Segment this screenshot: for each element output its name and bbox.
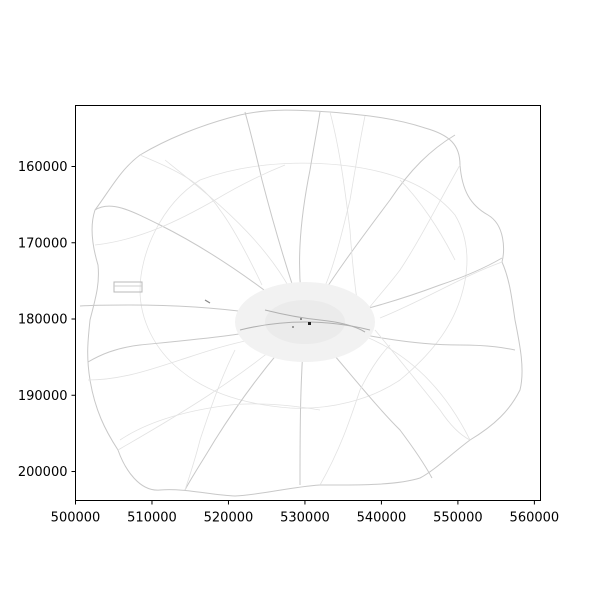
road-density-map bbox=[79, 109, 523, 497]
axes-frame bbox=[75, 105, 541, 501]
secondary-roads bbox=[87, 111, 503, 491]
y-tick-label: 190000 bbox=[18, 389, 68, 404]
x-tick-label: 510000 bbox=[127, 511, 177, 526]
x-axis: 500000 510000 520000 530000 540000 550000 5600… bbox=[51, 500, 560, 526]
y-tick-label: 170000 bbox=[18, 236, 68, 251]
airport-feature bbox=[113, 281, 211, 304]
x-tick-label: 540000 bbox=[357, 511, 407, 526]
y-tick-label: 160000 bbox=[18, 160, 68, 175]
x-tick-label: 560000 bbox=[510, 511, 560, 526]
y-axis: 160000 170000 180000 190000 200000 bbox=[18, 160, 76, 480]
x-tick-label: 520000 bbox=[204, 511, 254, 526]
x-tick-label: 550000 bbox=[433, 511, 483, 526]
inner-ring-road bbox=[139, 162, 468, 409]
x-tick-label: 500000 bbox=[51, 511, 101, 526]
x-tick-label: 530000 bbox=[280, 511, 330, 526]
y-tick-label: 180000 bbox=[18, 313, 68, 328]
central-dense-area bbox=[235, 282, 375, 362]
y-tick-label: 200000 bbox=[18, 465, 68, 480]
